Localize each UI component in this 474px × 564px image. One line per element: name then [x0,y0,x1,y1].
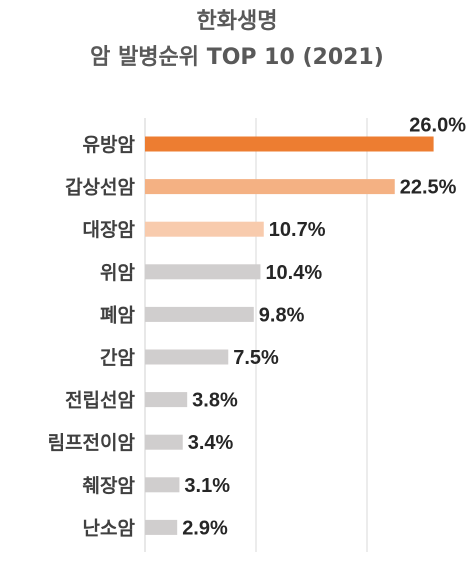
value-label: 3.8% [192,390,238,412]
category-label: 갑상선암 [65,177,135,199]
category-label: 폐암 [100,304,135,326]
bar [145,392,188,408]
bar [145,519,178,535]
bar [145,179,395,195]
value-label: 10.4% [265,262,322,284]
bar [145,349,229,365]
category-label: 유방암 [83,134,136,156]
chart-title-line-2: 암 발병순위 TOP 10 (2021) [90,45,384,70]
value-label: 26.0% [409,115,466,137]
bar [145,477,180,493]
value-label: 22.5% [400,177,457,199]
value-label: 3.1% [184,475,230,497]
category-label: 난소암 [83,517,136,539]
bar [145,264,261,280]
chart-title-line-1: 한화생명 [196,9,278,34]
value-label: 9.8% [259,304,305,326]
category-label: 림프전이암 [48,432,136,454]
value-label: 10.7% [269,219,326,241]
bar [145,221,264,237]
bar [145,136,434,152]
category-label: 췌장암 [83,475,136,497]
category-label: 대장암 [83,219,136,241]
value-label: 7.5% [233,347,279,369]
category-label: 간암 [100,347,135,369]
category-label: 전립선암 [65,390,135,412]
category-label: 위암 [100,262,135,284]
value-label: 3.4% [188,432,234,454]
bar [145,306,254,322]
value-label: 2.9% [182,517,228,539]
bar [145,434,183,450]
